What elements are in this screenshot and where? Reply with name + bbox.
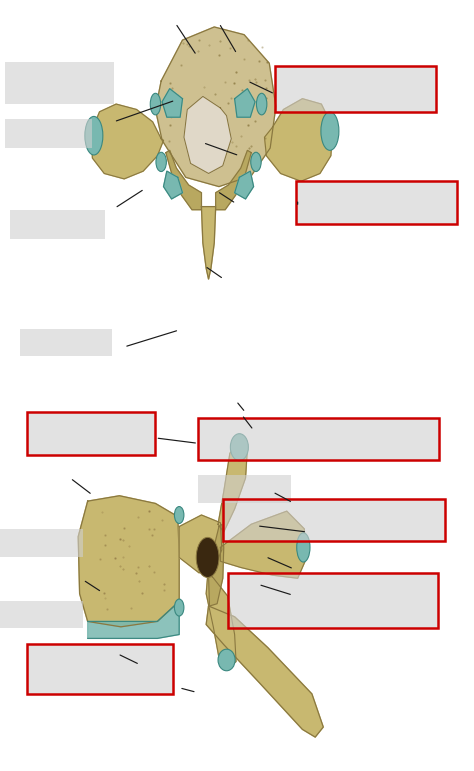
Bar xyxy=(296,181,457,224)
Polygon shape xyxy=(235,89,255,117)
Polygon shape xyxy=(91,104,164,179)
Bar xyxy=(0,529,83,557)
Polygon shape xyxy=(78,496,179,627)
Bar xyxy=(228,573,438,628)
Bar xyxy=(10,210,105,239)
Polygon shape xyxy=(206,577,236,668)
Bar xyxy=(27,412,155,455)
Polygon shape xyxy=(164,171,182,199)
Ellipse shape xyxy=(85,116,103,155)
Ellipse shape xyxy=(196,537,219,577)
Bar xyxy=(228,573,438,628)
Ellipse shape xyxy=(256,93,267,115)
Polygon shape xyxy=(209,524,224,606)
Ellipse shape xyxy=(218,649,235,671)
Ellipse shape xyxy=(174,507,184,524)
Polygon shape xyxy=(216,150,251,210)
Polygon shape xyxy=(235,171,254,199)
Ellipse shape xyxy=(297,533,310,562)
Bar xyxy=(27,644,173,694)
Polygon shape xyxy=(166,150,201,210)
Bar xyxy=(0,601,83,628)
Ellipse shape xyxy=(321,112,339,150)
Bar xyxy=(296,181,457,224)
Bar xyxy=(198,418,439,460)
Polygon shape xyxy=(264,99,333,181)
Polygon shape xyxy=(184,96,231,173)
Bar xyxy=(27,644,173,694)
Polygon shape xyxy=(179,515,222,573)
Polygon shape xyxy=(162,89,182,117)
Polygon shape xyxy=(220,511,306,578)
Bar xyxy=(275,66,436,112)
Bar xyxy=(198,418,439,460)
Polygon shape xyxy=(155,27,276,187)
Ellipse shape xyxy=(251,152,261,172)
Bar xyxy=(223,499,445,541)
Bar xyxy=(5,62,114,104)
Polygon shape xyxy=(218,439,247,532)
Bar xyxy=(27,412,155,455)
Bar xyxy=(223,499,445,541)
Polygon shape xyxy=(201,207,216,279)
Ellipse shape xyxy=(174,599,184,616)
Polygon shape xyxy=(88,601,179,638)
Ellipse shape xyxy=(230,433,248,460)
Bar xyxy=(198,475,291,503)
Bar xyxy=(20,329,112,356)
Bar xyxy=(275,66,436,112)
Polygon shape xyxy=(206,606,323,737)
Ellipse shape xyxy=(150,93,161,115)
Bar xyxy=(5,119,92,148)
Ellipse shape xyxy=(156,152,166,172)
